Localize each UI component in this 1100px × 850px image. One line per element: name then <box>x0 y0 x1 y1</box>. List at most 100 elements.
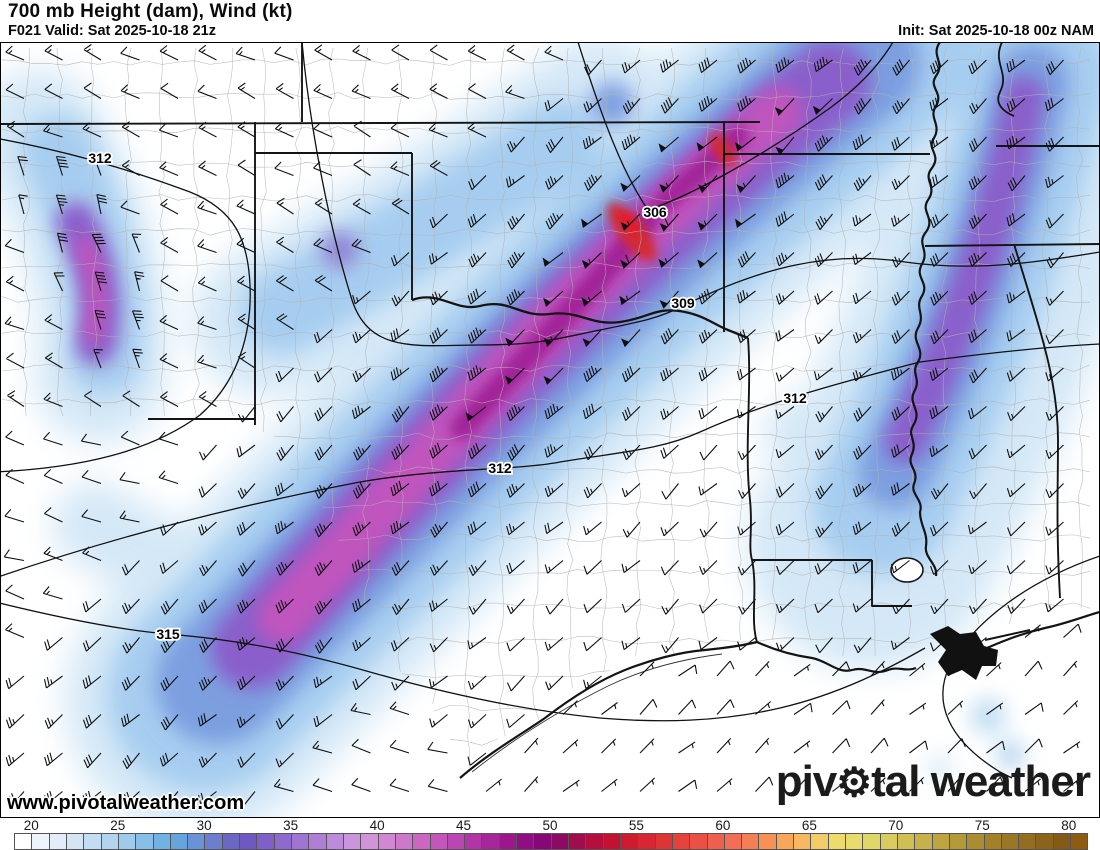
colorbar-cell <box>465 834 483 849</box>
rivers <box>411 42 1015 577</box>
gear-icon: ⚙ <box>836 761 872 805</box>
colorbar-cell <box>309 834 327 849</box>
colorbar-cell <box>188 834 206 849</box>
colorbar-tick: 20 <box>23 818 39 833</box>
border-ms-tn <box>924 243 1100 247</box>
colorbar-cell <box>603 834 621 849</box>
contour-label: 315 <box>156 626 180 642</box>
colorbar-cell <box>66 834 85 849</box>
colorbar-tick: 50 <box>542 818 558 833</box>
colorbar-cell <box>101 834 119 849</box>
colorbar-cell <box>361 834 379 849</box>
contour-label: 306 <box>643 204 667 220</box>
colorbar-cell <box>395 834 414 849</box>
pivotal-weather-logo: piv⚙tal weather <box>775 757 1091 806</box>
colorbar-cell <box>915 834 933 849</box>
colorbar-cell <box>240 834 258 849</box>
colorbar-cell <box>15 834 33 849</box>
ms-al-coast <box>977 610 1100 654</box>
wind-barbs <box>3 44 1082 808</box>
map-area[interactable]: 312 306 309 312 312 315 www.pivotalweather.co… <box>0 42 1100 818</box>
colorbar-cell <box>499 834 518 849</box>
colorbar-cell <box>742 834 760 849</box>
colorbar-cell <box>343 834 362 849</box>
colorbar-cell <box>620 834 639 849</box>
gulf-coast <box>459 640 917 779</box>
colorbar-tick: 65 <box>801 818 817 833</box>
colorbar-cell <box>759 834 777 849</box>
contour-labels: 312 306 309 312 312 315 <box>87 148 809 644</box>
mississippi-river <box>909 42 941 577</box>
barrier-islands <box>471 653 723 773</box>
watermark: www.pivotalweather.com <box>7 792 245 814</box>
colorbar-cell <box>1001 834 1020 849</box>
colorbar-cell <box>517 834 535 849</box>
logo-text-post: tal weather <box>871 757 1091 806</box>
colorbar-cells <box>14 833 1088 850</box>
colorbar-ticks: 20 25 30 35 40 45 50 55 60 65 70 75 80 <box>0 818 1100 833</box>
red-river <box>411 296 749 340</box>
colorbar-cell <box>828 834 846 849</box>
colorbar-cell <box>170 834 189 849</box>
colorbar-tick: 35 <box>283 818 299 833</box>
colorbar-tick: 25 <box>110 818 126 833</box>
colorbar-cell <box>430 834 448 849</box>
colorbar-cell <box>292 834 310 849</box>
contour-306 <box>577 42 894 211</box>
page-title: 700 mb Height (dam), Wind (kt) <box>8 1 293 22</box>
ms-coast-islands <box>984 629 1031 641</box>
colorbar-cell <box>551 834 569 849</box>
colorbar-cell <box>1019 834 1037 849</box>
colorbar-cell <box>274 834 292 849</box>
colorbar-tick: 45 <box>456 818 472 833</box>
colorbar-cell <box>1036 834 1054 849</box>
colorbar-tick: 80 <box>1061 818 1077 833</box>
colorbar-cell <box>257 834 275 849</box>
tennessee-river <box>997 42 1015 117</box>
colorbar-cell <box>655 834 673 849</box>
contour-312-west <box>0 138 251 473</box>
colorbar-cell <box>638 834 656 849</box>
colorbar-cell <box>378 834 396 849</box>
colorbar-cell <box>118 834 137 849</box>
colorbar-cell <box>672 834 691 849</box>
colorbar-tick: 30 <box>196 818 212 833</box>
colorbar-cell <box>49 834 67 849</box>
contour-label: 312 <box>488 460 512 476</box>
colorbar-cell <box>707 834 725 849</box>
colorbar-cell <box>932 834 950 849</box>
colorbar-cell <box>690 834 708 849</box>
colorbar-cell <box>846 834 864 849</box>
contour-label: 312 <box>88 150 112 166</box>
colorbar-cell <box>863 834 881 849</box>
time-row: F021 Valid: Sat 2025-10-18 21z Init: Sat… <box>8 23 1094 39</box>
colorbar-cell <box>1053 834 1072 849</box>
colorbar-tick: 55 <box>628 818 644 833</box>
colorbar-cell <box>32 834 50 849</box>
weather-map: 312 306 309 312 312 315 <box>0 42 1100 818</box>
colorbar-tick: 75 <box>974 818 990 833</box>
contour-label: 309 <box>671 295 695 311</box>
logo-text-pre: piv <box>775 757 838 806</box>
valid-time-label: F021 Valid: Sat 2025-10-18 21z <box>8 23 216 39</box>
colorbar-cell <box>880 834 898 849</box>
colorbar-cell <box>326 834 344 849</box>
lake-pontchartrain <box>890 557 924 583</box>
contour-309 <box>301 42 1100 347</box>
colorbar-cell <box>897 834 916 849</box>
contour-315 <box>0 602 926 722</box>
mississippi-delta <box>930 626 998 680</box>
colorbar-tick: 60 <box>715 818 731 833</box>
colorbar-cell <box>811 834 829 849</box>
colorbar-tick: 40 <box>369 818 385 833</box>
colorbar-cell <box>136 834 154 849</box>
colorbar-tick: 70 <box>888 818 904 833</box>
colorbar-cell <box>534 834 552 849</box>
colorbar-cell <box>967 834 985 849</box>
colorbar-cell <box>153 834 171 849</box>
border-ms-al <box>1013 243 1061 599</box>
colorbar-cell <box>1071 834 1088 849</box>
height-contours <box>0 42 1100 779</box>
coastline <box>459 557 1100 779</box>
